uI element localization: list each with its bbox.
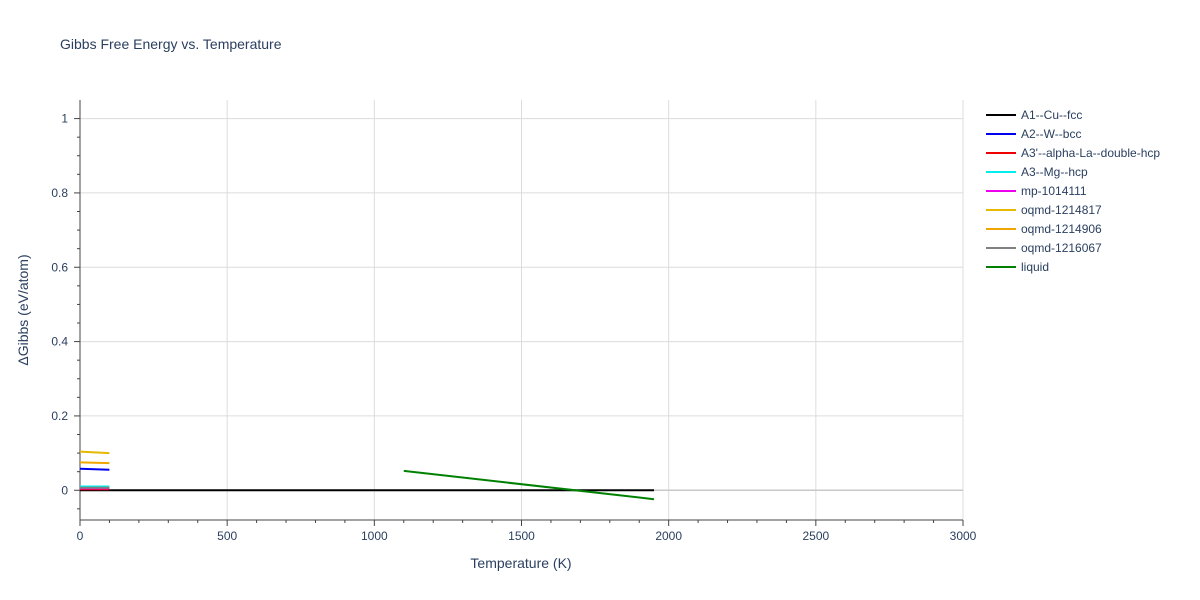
x-tick-label: 2500: [802, 529, 829, 543]
legend-item[interactable]: A1--Cu--fcc: [986, 108, 1082, 122]
legend-label: A3'--alpha-La--double-hcp: [1021, 146, 1160, 160]
legend-label: A1--Cu--fcc: [1021, 108, 1082, 122]
series-line-liquid: [403, 469, 655, 501]
x-tick-label: 2000: [655, 529, 682, 543]
x-tick-label: 500: [217, 529, 237, 543]
legend-item[interactable]: A3--Mg--hcp: [986, 165, 1088, 179]
x-tick-label: 3000: [950, 529, 977, 543]
legend-label: A2--W--bcc: [1021, 127, 1081, 141]
y-tick-label: 0.2: [51, 409, 68, 423]
legend-item[interactable]: oqmd-1216067: [986, 241, 1102, 255]
legend[interactable]: A1--Cu--fcc A2--W--bcc A3'--alpha-La--doub…: [986, 108, 1160, 274]
legend-item[interactable]: oqmd-1214817: [986, 203, 1102, 217]
legend-label: mp-1014111: [1021, 184, 1087, 198]
y-tick-label: 0.8: [51, 186, 68, 200]
y-tick-label: 0: [61, 483, 68, 497]
x-tick-label: 0: [77, 529, 84, 543]
legend-label: A3--Mg--hcp: [1021, 165, 1088, 179]
y-axis-title: ΔGibbs (eV/atom): [15, 254, 31, 365]
legend-label: liquid: [1021, 260, 1049, 274]
series-line-A2--W--bcc: [79, 467, 110, 471]
series-line-oqmd-1214817: [79, 450, 110, 455]
y-tick-label: 1: [61, 112, 68, 126]
x-axis-title: Temperature (K): [470, 555, 571, 571]
y-tick-label: 0.6: [51, 260, 68, 274]
chart-title: Gibbs Free Energy vs. Temperature: [60, 36, 282, 52]
x-tick-label: 1500: [508, 529, 535, 543]
series-line-oqmd-1214906: [79, 461, 110, 465]
series-layer: [79, 450, 655, 501]
y-tick-label: 0.4: [51, 335, 68, 349]
legend-item[interactable]: A3'--alpha-La--double-hcp: [986, 146, 1160, 160]
legend-item[interactable]: mp-1014111: [986, 184, 1087, 198]
legend-label: oqmd-1216067: [1021, 241, 1102, 255]
x-tick-label: 1000: [361, 529, 388, 543]
grid-layer: [80, 100, 964, 520]
legend-item[interactable]: oqmd-1214906: [986, 222, 1102, 236]
legend-item[interactable]: liquid: [986, 260, 1049, 274]
legend-label: oqmd-1214906: [1021, 222, 1102, 236]
axis-layer: 0 500 1000 1500 2000 2500 3000 0 0.2 0.4 0.6 0.8 1: [51, 100, 977, 543]
legend-item[interactable]: A2--W--bcc: [986, 127, 1081, 141]
legend-label: oqmd-1214817: [1021, 203, 1102, 217]
